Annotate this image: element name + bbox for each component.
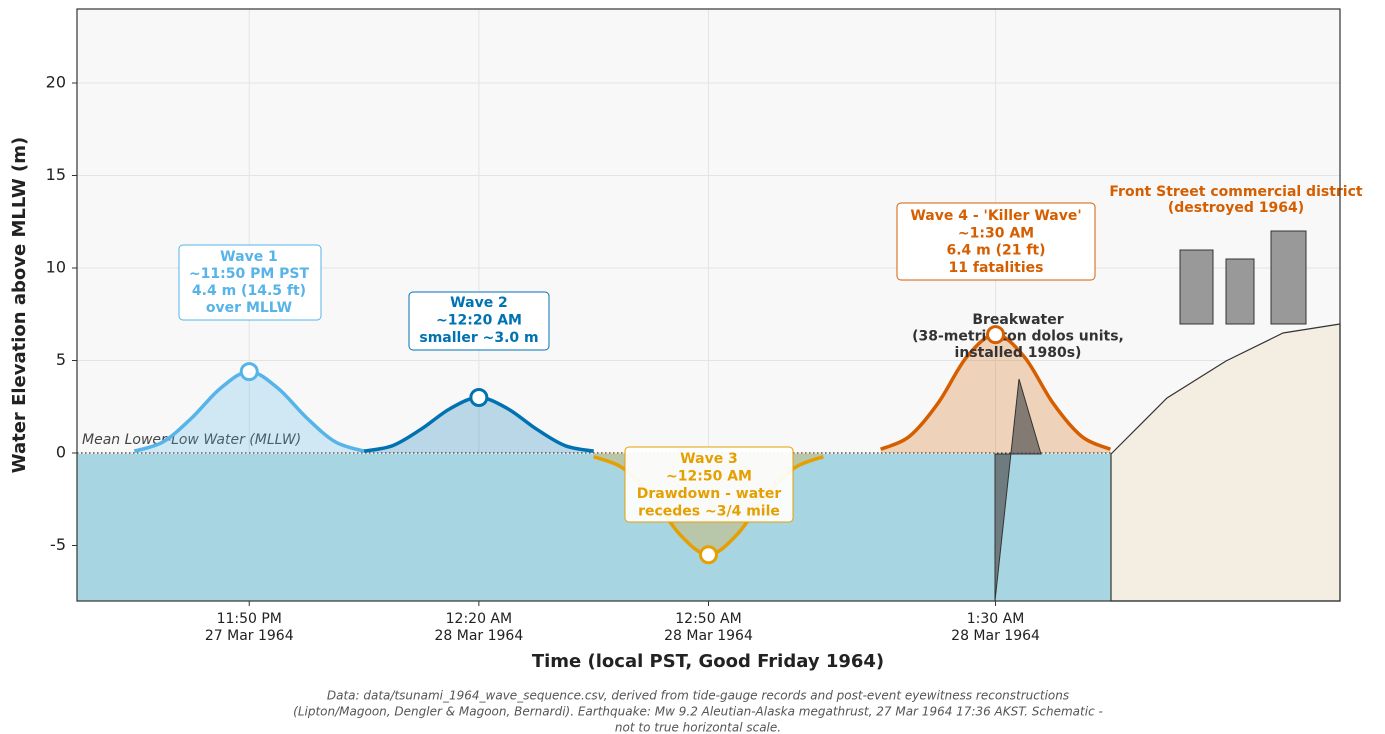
chart: Mean Lower-Low Water (MLLW) Wave 1~11:50…: [0, 0, 1385, 734]
building: [1271, 231, 1306, 324]
annotation-text: smaller ~3.0 m: [419, 330, 538, 346]
annotation-text: Front Street commercial district: [1109, 184, 1363, 200]
annotation-text: Breakwater: [972, 312, 1063, 328]
annotation-text: (destroyed 1964): [1168, 200, 1304, 216]
y-tick-label: 10: [46, 258, 66, 277]
annotation-text: Wave 3: [680, 451, 738, 467]
y-tick-label: 0: [56, 443, 66, 462]
y-tick-label: 20: [46, 73, 66, 92]
annotation-text: ~1:30 AM: [958, 225, 1034, 241]
annotation-text: Wave 1: [220, 249, 278, 265]
footnote: Data: data/tsunami_1964_wave_sequence.cs…: [327, 689, 1069, 703]
annotation-text: Wave 2: [450, 295, 508, 311]
annotation-text: ~12:20 AM: [436, 313, 522, 329]
building: [1226, 259, 1254, 324]
annotation-text: over MLLW: [206, 300, 292, 316]
footnote: not to true horizontal scale.: [615, 721, 781, 734]
annotation-text: 11 fatalities: [949, 260, 1044, 276]
sea-water: [77, 454, 1111, 601]
annotation-text: Wave 4 - 'Killer Wave': [910, 208, 1081, 224]
wave-peak: [241, 364, 257, 380]
y-axis-label: Water Elevation above MLLW (m): [9, 137, 30, 473]
annotation-text: installed 1980s): [955, 345, 1082, 361]
wave-peak: [701, 547, 717, 563]
annotation-text: Drawdown - water: [637, 486, 782, 502]
annotation-text: (38-metric-ton dolos units,: [912, 329, 1124, 345]
annotation-text: ~11:50 PM PST: [189, 266, 310, 282]
footnote: (Lipton/Magoon, Dengler & Magoon, Bernar…: [293, 705, 1103, 719]
building: [1180, 250, 1213, 324]
annotation-text: recedes ~3/4 mile: [638, 504, 780, 520]
wave-peak: [988, 327, 1004, 343]
y-tick-label: 15: [46, 165, 66, 184]
annotation-text: 6.4 m (21 ft): [946, 243, 1045, 259]
annotation-text: ~12:50 AM: [666, 469, 752, 485]
annotation-text: 4.4 m (14.5 ft): [192, 283, 306, 299]
x-axis-label: Time (local PST, Good Friday 1964): [532, 651, 884, 672]
wave-peak: [471, 390, 487, 406]
y-tick-label: -5: [50, 535, 66, 554]
y-tick-label: 5: [56, 350, 66, 369]
